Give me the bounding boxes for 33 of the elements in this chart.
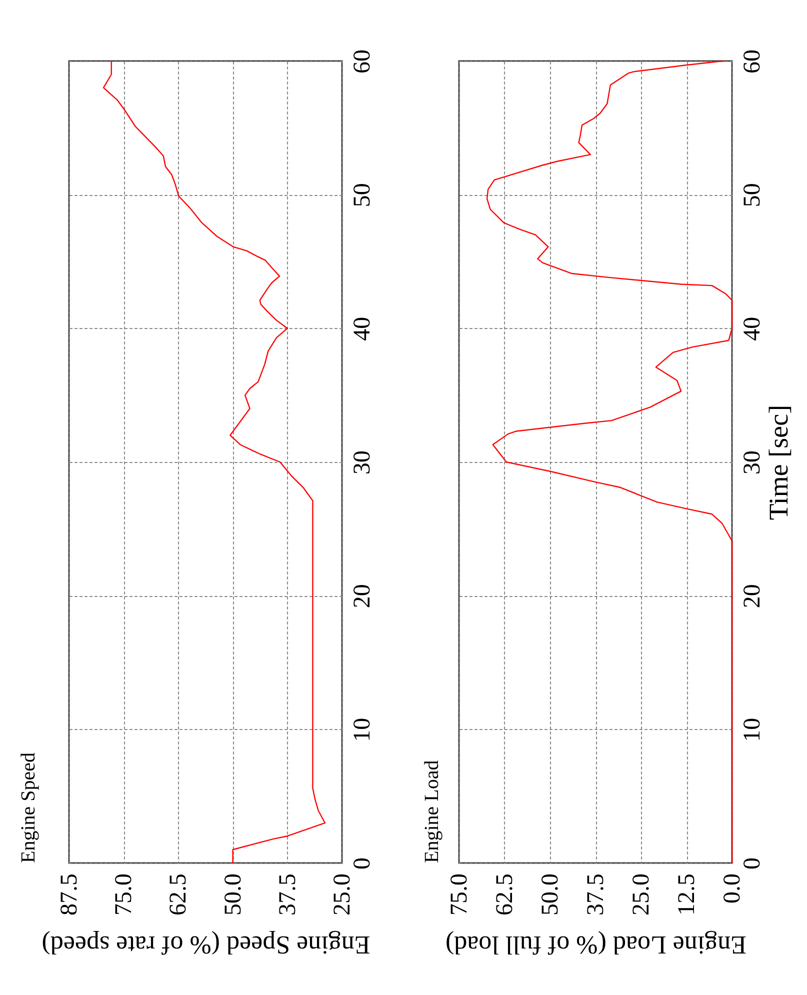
x-tick-label: 62.5 xyxy=(166,874,192,916)
x-tick-label: 50.0 xyxy=(538,874,564,916)
text: Engine Load xyxy=(420,760,443,863)
y-tick-label: 60 xyxy=(740,50,766,74)
text: Engine Speed xyxy=(17,752,40,863)
y-tick-label: 40 xyxy=(350,316,376,341)
x-axis-title: Engine Load (% of full load) xyxy=(445,930,747,960)
x-tick-label: 0.0 xyxy=(720,874,746,904)
x-axis-title: Engine Speed (% of rate speed) xyxy=(42,930,370,960)
x-tick-label: 75.0 xyxy=(111,874,138,916)
x-tick-label: 62.5 xyxy=(492,874,518,916)
x-tick-label: 50.0 xyxy=(220,874,246,916)
y-tick-label: 50 xyxy=(350,183,376,208)
y-tick-label: 0 xyxy=(740,858,766,870)
x-tick-label: 25.0 xyxy=(628,874,654,916)
y-tick-label: 50 xyxy=(740,183,766,208)
y-tick-label: 60 xyxy=(350,50,376,74)
y-tick-label: 10 xyxy=(350,718,376,742)
x-tick-label: 87.5 xyxy=(56,874,82,916)
y-tick-label: 40 xyxy=(740,316,766,341)
y-tick-label: 0 xyxy=(350,858,376,870)
y-tick-label: 30 xyxy=(740,450,766,474)
x-tick-label: 25.0 xyxy=(330,874,356,916)
y-tick-label: 20 xyxy=(740,584,766,608)
x-tick-label: 12.5 xyxy=(674,874,700,916)
line-series xyxy=(102,60,326,864)
y-tick-label: 30 xyxy=(350,450,376,474)
x-tick-label: 75.0 xyxy=(446,874,472,916)
x-tick-label: 37.5 xyxy=(274,874,301,916)
x-tick-label: 37.5 xyxy=(583,874,609,916)
y-axis-title: Time [sec] xyxy=(764,404,794,520)
y-tick-label: 10 xyxy=(740,718,766,742)
y-tick-label: 20 xyxy=(350,584,376,608)
